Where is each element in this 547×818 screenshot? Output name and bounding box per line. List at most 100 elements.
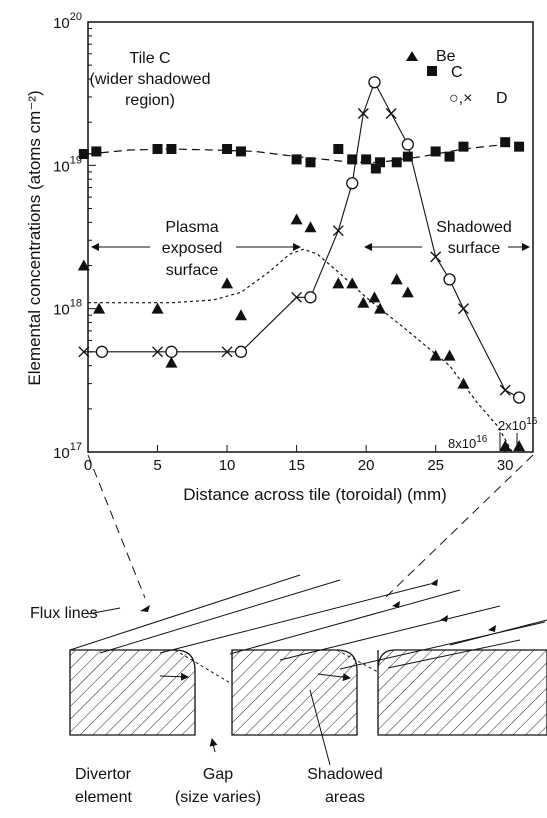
- svg-text:surface: surface: [166, 262, 219, 279]
- d-cross-point: [357, 107, 369, 119]
- c-point: [166, 144, 177, 155]
- tile-diagram: Flux lines Divertor: [30, 574, 547, 806]
- be-point: [221, 277, 234, 289]
- svg-text:2x1016: 2x1016: [498, 416, 538, 433]
- svg-text:exposed: exposed: [162, 240, 223, 257]
- x-tick-label: 10: [219, 457, 236, 474]
- c-point: [370, 163, 381, 174]
- svg-text:surface: surface: [448, 240, 501, 257]
- tile-annotation: Tile C (wider shadowed region): [90, 50, 211, 109]
- svg-text:(wider shadowed: (wider shadowed: [90, 71, 211, 88]
- be-point: [234, 309, 247, 321]
- svg-text:Shadowed: Shadowed: [436, 219, 512, 236]
- d-circle-point: [95, 345, 109, 358]
- be-point: [290, 213, 303, 225]
- be-point: [357, 296, 370, 308]
- be-point: [443, 349, 456, 361]
- y-tick-label: 1017: [53, 441, 82, 462]
- be-point: [390, 273, 403, 285]
- y-axis-label: Elemental concentrations (atoms cm⁻²): [25, 90, 44, 385]
- svg-text:Plasma: Plasma: [165, 219, 218, 236]
- projection-line-right: [384, 454, 534, 599]
- c-point: [91, 146, 102, 157]
- legend-d-symbols: ○,×: [449, 90, 472, 107]
- legend: Be C ○,× D: [406, 48, 508, 107]
- flux-lines-label: Flux lines: [30, 605, 98, 622]
- c-point: [235, 146, 246, 157]
- d-cross-point: [385, 107, 397, 119]
- c-point: [514, 141, 525, 152]
- legend-c-label: C: [451, 64, 463, 81]
- c-point: [500, 137, 511, 148]
- be-point: [513, 440, 526, 452]
- c-point: [347, 154, 358, 165]
- be-point: [346, 277, 359, 289]
- d-circle-point: [401, 138, 414, 151]
- y-tick-label: 1019: [53, 154, 82, 175]
- d-circle-point: [234, 345, 248, 358]
- shadowed-areas-label: Shadowed: [307, 766, 383, 783]
- be-point: [374, 302, 387, 314]
- beryllium-fit-curve: [88, 248, 513, 453]
- divertor-element-right: [377, 649, 547, 736]
- low-value-labels: 8x1016 2x1016: [448, 416, 538, 451]
- svg-text:Tile C: Tile C: [129, 50, 170, 67]
- shadowed-area-arrows: [159, 672, 351, 753]
- c-point: [444, 151, 455, 162]
- svg-text:8x1016: 8x1016: [448, 434, 488, 451]
- legend-c-marker: [427, 66, 437, 76]
- c-point: [391, 157, 402, 168]
- d-cross-point: [332, 225, 344, 237]
- d-circle-point: [346, 177, 359, 190]
- c-point: [458, 141, 469, 152]
- c-point: [375, 157, 386, 168]
- fit-curves: [87, 143, 520, 453]
- projection-line-left: [87, 454, 146, 599]
- d-cross-point: [152, 346, 164, 358]
- flux-lines: [69, 574, 547, 685]
- c-point: [222, 144, 233, 155]
- divertor-element-middle: [231, 649, 358, 736]
- legend-be-marker: [406, 51, 418, 61]
- c-point: [291, 154, 302, 165]
- d-circle-point: [512, 391, 526, 404]
- divertor-element-label: Divertor: [75, 766, 132, 783]
- y-tick-label: 1018: [53, 298, 82, 319]
- d-circle-point: [304, 291, 317, 304]
- c-point: [152, 144, 163, 155]
- be-point: [77, 259, 90, 271]
- be-point: [151, 302, 164, 314]
- x-tick-label: 0: [84, 457, 92, 474]
- c-point: [361, 154, 372, 165]
- x-tick-label: 20: [358, 457, 375, 474]
- divertor-element-label-2: element: [75, 789, 132, 806]
- be-point: [165, 356, 178, 368]
- plasma-exposed-annotation: Plasma exposed surface: [91, 219, 301, 279]
- c-point: [402, 151, 413, 162]
- legend-d-label: D: [496, 90, 508, 107]
- d-circle-point: [368, 76, 381, 89]
- gap-label-2: (size varies): [175, 789, 261, 806]
- be-point: [457, 377, 470, 389]
- c-point: [333, 144, 344, 155]
- d-cross-point: [430, 251, 442, 263]
- shadowed-surface-annotation: Shadowed surface: [364, 219, 530, 257]
- d-cross-point: [499, 384, 511, 396]
- x-tick-label: 25: [427, 457, 444, 474]
- gap-label: Gap: [203, 766, 233, 783]
- shadowed-areas-label-2: areas: [325, 789, 365, 806]
- x-tick-label: 15: [288, 457, 305, 474]
- be-point: [368, 291, 381, 303]
- axis-ticks: 0 5 10 15 20 25 30 1017 1018 1019 1020: [53, 11, 513, 474]
- c-point: [305, 157, 316, 168]
- d-cross-point: [221, 346, 233, 358]
- x-axis-label: Distance across tile (toroidal) (mm): [183, 485, 447, 504]
- be-point: [401, 286, 414, 298]
- svg-text:region): region): [125, 92, 175, 109]
- d-cross-point: [78, 346, 90, 358]
- c-point: [78, 148, 89, 159]
- plot-frame: [87, 21, 534, 453]
- d-circle-point: [443, 273, 456, 286]
- be-point: [93, 302, 106, 314]
